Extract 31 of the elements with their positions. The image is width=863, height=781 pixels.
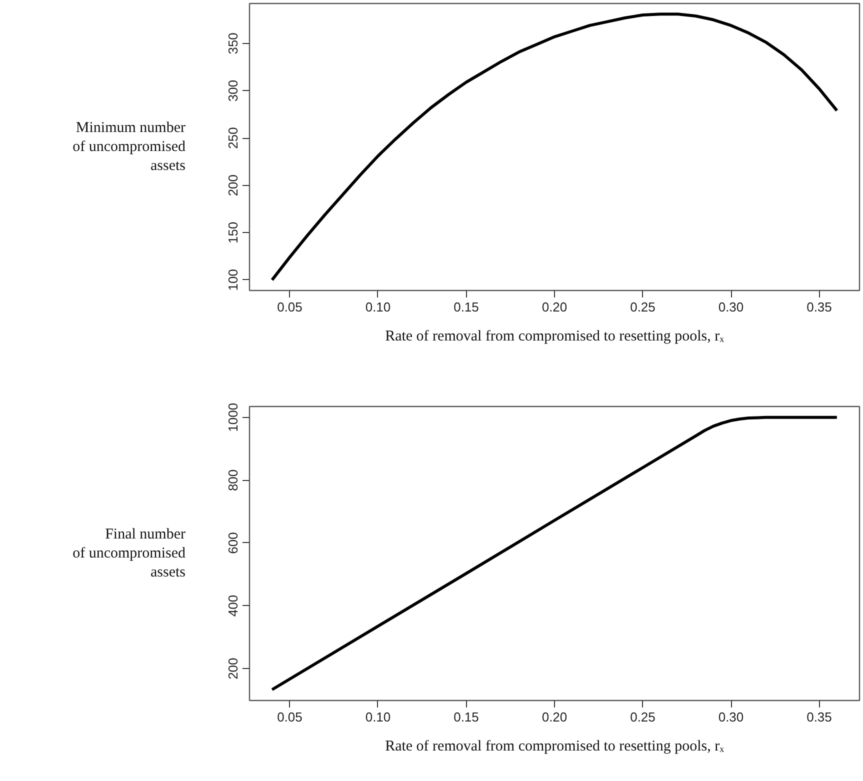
x-tick-label: 0.20 — [542, 710, 568, 724]
x-axis-title: Rate of removal from compromised to resetting pools, rₓ — [385, 738, 725, 754]
x-tick-label: 0.15 — [454, 300, 479, 314]
x-tick-label: 0.05 — [277, 300, 302, 314]
y-tick-label: 250 — [226, 127, 240, 149]
y-tick-label: 1000 — [226, 402, 240, 432]
y-tick-label: 600 — [226, 532, 240, 554]
x-tick-label: 0.30 — [718, 710, 744, 724]
x-tick-label: 0.35 — [806, 710, 832, 724]
x-tick-label: 0.05 — [277, 710, 302, 724]
y-tick-label: 150 — [226, 222, 240, 244]
y-tick-label: 400 — [226, 594, 240, 617]
y-tick-label: 800 — [226, 469, 240, 492]
y-tick-label: 200 — [226, 174, 240, 196]
y-tick-label: 300 — [226, 80, 240, 102]
x-tick-label: 0.30 — [718, 300, 744, 314]
line-series — [270, 12, 838, 282]
y-axis-title: Final number of uncompromised assets — [72, 526, 186, 581]
line-series — [270, 416, 838, 692]
x-tick-label: 0.25 — [630, 710, 656, 724]
y-axis-title: Minimum number of uncompromised assets — [72, 120, 186, 174]
y-tick-label: 200 — [226, 658, 240, 680]
x-tick-label: 0.35 — [806, 300, 832, 314]
y-tick-label: 350 — [226, 32, 240, 54]
x-tick-label: 0.15 — [454, 710, 479, 724]
x-tick-label: 0.25 — [630, 300, 656, 314]
x-tick-label: 0.10 — [365, 300, 391, 314]
x-tick-label: 0.20 — [542, 300, 568, 314]
y-tick-label: 100 — [226, 269, 240, 291]
x-tick-label: 0.10 — [365, 710, 391, 724]
x-axis-title: Rate of removal from compromised to resetting pools, rₓ — [385, 328, 725, 344]
